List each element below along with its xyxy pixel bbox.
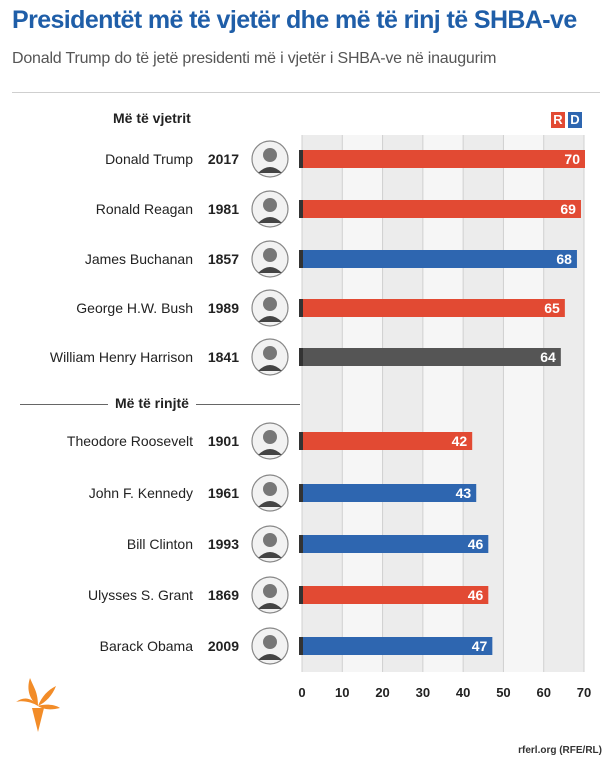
page-subtitle: Donald Trump do të jetë presidenti më i … <box>12 50 497 67</box>
data-label: 47 <box>472 638 488 654</box>
president-name: Ulysses S. Grant <box>88 587 193 603</box>
zero-stub <box>299 535 304 553</box>
grid-band <box>422 135 464 672</box>
section-divider-left <box>20 404 108 405</box>
inauguration-year: 1901 <box>208 433 239 449</box>
portrait-head <box>263 346 277 360</box>
section-label-youngest: Më të rinjtë <box>115 395 189 411</box>
portrait-shoulders <box>258 654 282 660</box>
page-title: Presidentët më të vjetër dhe më të rinj … <box>12 6 577 34</box>
bar <box>303 535 489 553</box>
portrait-shoulders <box>258 501 282 507</box>
zero-stub <box>299 637 304 655</box>
grid-band <box>342 135 383 672</box>
bar <box>303 250 577 268</box>
portrait-head <box>263 482 277 496</box>
bar <box>303 299 565 317</box>
bar <box>303 432 473 450</box>
president-name: Donald Trump <box>105 151 193 167</box>
president-name: Bill Clinton <box>127 536 193 552</box>
president-name: George H.W. Bush <box>76 300 193 316</box>
portrait-shoulders <box>258 217 282 223</box>
grid-band <box>503 135 544 672</box>
portrait-head <box>263 297 277 311</box>
zero-stub <box>299 150 304 168</box>
data-label: 46 <box>468 587 484 603</box>
x-tick-label: 40 <box>456 685 470 700</box>
torch-logo-icon <box>16 678 60 732</box>
zero-stub <box>299 586 304 604</box>
zero-stub <box>299 484 304 502</box>
portrait-head <box>263 533 277 547</box>
portrait-head <box>263 635 277 649</box>
inauguration-year: 1857 <box>208 251 239 267</box>
bar <box>303 586 489 604</box>
data-label: 43 <box>456 485 472 501</box>
portrait-shoulders <box>258 267 282 273</box>
x-tick-label: 0 <box>298 685 305 700</box>
inauguration-year: 1961 <box>208 485 239 501</box>
bar <box>303 484 477 502</box>
inauguration-year: 1981 <box>208 201 239 217</box>
grid-band <box>302 135 343 672</box>
grid-band <box>382 135 423 672</box>
header-divider <box>12 92 600 93</box>
portrait-shoulders <box>258 167 282 173</box>
source-credit: rferl.org (RFE/RL) <box>518 745 602 756</box>
zero-stub <box>299 432 304 450</box>
x-tick-label: 50 <box>496 685 510 700</box>
president-name: James Buchanan <box>85 251 193 267</box>
portrait-shoulders <box>258 365 282 371</box>
grid-band <box>463 135 504 672</box>
data-label: 70 <box>564 151 580 167</box>
portrait-head <box>263 430 277 444</box>
bar <box>303 200 581 218</box>
legend-republican-badge: R <box>551 112 565 128</box>
bar <box>303 348 561 366</box>
portrait-head <box>263 584 277 598</box>
inauguration-year: 1841 <box>208 349 239 365</box>
x-tick-label: 60 <box>536 685 550 700</box>
president-name: Theodore Roosevelt <box>67 433 193 449</box>
section-label-oldest: Më të vjetrit <box>113 110 191 126</box>
legend-democrat-badge: D <box>568 112 582 128</box>
zero-stub <box>299 299 304 317</box>
data-label: 69 <box>560 201 576 217</box>
zero-stub <box>299 348 304 366</box>
section-divider-right <box>196 404 300 405</box>
portrait-shoulders <box>258 552 282 558</box>
portrait-head <box>263 198 277 212</box>
portrait-shoulders <box>258 316 282 322</box>
grid-band <box>543 135 584 672</box>
portrait-head <box>263 248 277 262</box>
data-label: 65 <box>544 300 560 316</box>
data-label: 42 <box>452 433 468 449</box>
portrait-shoulders <box>258 603 282 609</box>
president-name: Ronald Reagan <box>96 201 193 217</box>
inauguration-year: 2009 <box>208 638 239 654</box>
inauguration-year: 1993 <box>208 536 239 552</box>
x-tick-label: 10 <box>335 685 349 700</box>
data-label: 68 <box>556 251 572 267</box>
data-label: 46 <box>468 536 484 552</box>
president-name: William Henry Harrison <box>50 349 193 365</box>
zero-stub <box>299 250 304 268</box>
inauguration-year: 1869 <box>208 587 239 603</box>
x-tick-label: 30 <box>416 685 430 700</box>
data-label: 64 <box>540 349 556 365</box>
portrait-shoulders <box>258 449 282 455</box>
bar <box>303 150 585 168</box>
bar <box>303 637 493 655</box>
portrait-head <box>263 148 277 162</box>
president-name: John F. Kennedy <box>89 485 193 501</box>
president-name: Barack Obama <box>100 638 194 654</box>
x-tick-label: 70 <box>577 685 591 700</box>
x-tick-label: 20 <box>375 685 389 700</box>
inauguration-year: 1989 <box>208 300 239 316</box>
zero-stub <box>299 200 304 218</box>
inauguration-year: 2017 <box>208 151 239 167</box>
